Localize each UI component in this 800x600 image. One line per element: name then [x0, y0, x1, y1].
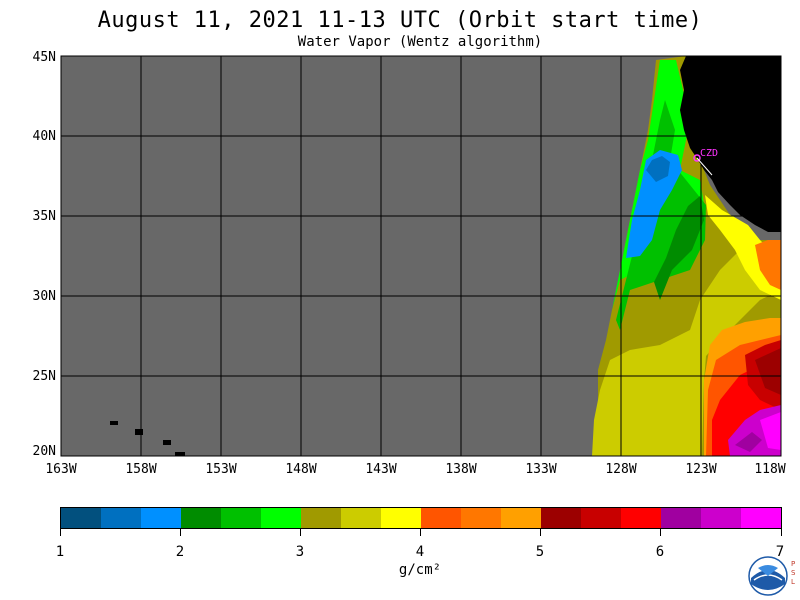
lon-label-138w: 138W: [445, 462, 477, 477]
hawaii-islands: [110, 421, 185, 456]
colorbar-swatch: [581, 508, 621, 528]
colorbar-tick-mark: [660, 528, 661, 536]
colorbar-tick-mark: [180, 528, 181, 536]
station-marker-czd: CZD: [693, 148, 718, 176]
colorbar-tick-label: 7: [775, 544, 785, 560]
land-area: [680, 56, 781, 232]
colorbar-tick-mark: [60, 528, 61, 536]
lon-label-153w: 153W: [205, 462, 237, 477]
swath-blue-dark: [646, 156, 670, 182]
colorbar-swatch: [141, 508, 181, 528]
lon-label-128w: 128W: [605, 462, 637, 477]
colorbar-swatch: [461, 508, 501, 528]
swath-magenta-bright: [760, 412, 781, 450]
swath-purple: [735, 432, 762, 452]
swath-yellow-bright: [705, 195, 781, 300]
colorbar-swatch: [421, 508, 461, 528]
colorbar-tick-label: 2: [175, 544, 185, 560]
map-border: [60, 55, 782, 457]
lat-label-30n: 30N: [32, 289, 56, 304]
colorbar-tick-label: 5: [535, 544, 545, 560]
swath-blue: [626, 150, 682, 258]
colorbar-tick-label: 6: [655, 544, 665, 560]
colorbar-tick-label: 1: [55, 544, 65, 560]
lon-label-148w: 148W: [285, 462, 317, 477]
lat-label-45n: 45N: [32, 50, 56, 65]
swath-yellow: [592, 240, 781, 456]
lat-label-20n: 20N: [32, 444, 56, 459]
lat-label-25n: 25N: [32, 369, 56, 384]
map-subtitle: Water Vapor (Wentz algorithm): [297, 34, 543, 50]
colorbar-swatch: [181, 508, 221, 528]
swath-data: [592, 56, 781, 456]
colorbar-swatch: [381, 508, 421, 528]
lat-label-35n: 35N: [32, 209, 56, 224]
colorbar-tick-label: 3: [295, 544, 305, 560]
colorbar-swatch: [741, 508, 781, 528]
colorbar-swatch: [541, 508, 581, 528]
lon-label-118w: 118W: [754, 462, 786, 477]
lon-label-123w: 123W: [685, 462, 717, 477]
swath-green-dark: [654, 196, 704, 300]
lon-label-163w: 163W: [45, 462, 77, 477]
colorbar-swatch: [101, 508, 141, 528]
swath-red-darker: [755, 348, 781, 395]
colorbar-tick-mark: [300, 528, 301, 536]
colorbar-swatch: [621, 508, 661, 528]
colorbar-swatch: [61, 508, 101, 528]
swath-orange-right: [755, 240, 781, 290]
colorbar-units: g/cm²: [398, 562, 442, 578]
noaa-logo: [748, 556, 788, 596]
colorbar-swatch: [301, 508, 341, 528]
colorbar-swatch: [221, 508, 261, 528]
lon-label-158w: 158W: [125, 462, 157, 477]
swath-green-mid: [616, 100, 706, 330]
colorbar-swatch: [701, 508, 741, 528]
colorbar-tick-label: 4: [415, 544, 425, 560]
colorbar-swatch: [341, 508, 381, 528]
colorbar: [60, 507, 782, 529]
colorbar-swatch: [501, 508, 541, 528]
colorbar-tick-mark: [420, 528, 421, 536]
graticule: [60, 55, 782, 457]
map-title: August 11, 2021 11-13 UTC (Orbit start t…: [97, 8, 703, 33]
lon-label-143w: 143W: [365, 462, 397, 477]
colorbar-tick-mark: [540, 528, 541, 536]
colorbar-swatch: [261, 508, 301, 528]
lat-label-40n: 40N: [32, 129, 56, 144]
station-label: CZD: [700, 148, 718, 159]
colorbar-tick-mark: [781, 528, 782, 536]
lon-label-133w: 133W: [525, 462, 557, 477]
colorbar-swatch: [661, 508, 701, 528]
